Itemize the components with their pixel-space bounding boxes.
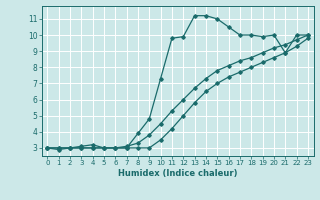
X-axis label: Humidex (Indice chaleur): Humidex (Indice chaleur) [118, 169, 237, 178]
